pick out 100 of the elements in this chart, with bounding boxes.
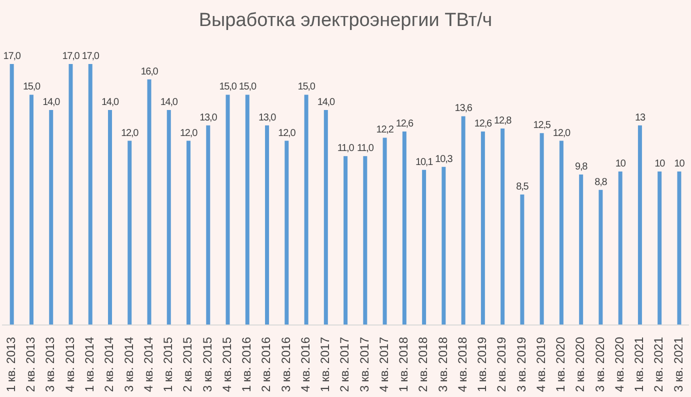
x-tick-label: 4 кв. 2019 — [534, 336, 548, 392]
x-tick-label: 1 кв. 2019 — [475, 336, 490, 392]
data-label: 15,0 — [298, 82, 316, 93]
data-label: 14,0 — [42, 97, 61, 108]
bar — [363, 156, 368, 325]
data-label: 12,0 — [121, 128, 140, 139]
bar — [598, 190, 603, 325]
data-label: 15,0 — [22, 82, 42, 93]
bar — [579, 174, 584, 325]
bar — [206, 125, 210, 325]
x-tick-label: 1 кв. 2016 — [240, 336, 254, 392]
x-tick-label: 3 кв. 2020 — [592, 336, 607, 392]
data-label: 14,0 — [160, 97, 178, 108]
data-label: 17,0 — [62, 51, 80, 62]
data-label: 13,6 — [454, 103, 473, 114]
x-tick-label: 4 кв. 2014 — [141, 336, 156, 392]
bar — [68, 64, 73, 325]
bar — [166, 110, 171, 325]
bar — [29, 94, 34, 325]
bar — [461, 116, 466, 325]
data-label: 12,6 — [396, 118, 414, 130]
data-label: 15,0 — [219, 82, 238, 93]
data-label: 10,3 — [435, 154, 454, 165]
bar — [128, 140, 132, 325]
data-label: 9,8 — [575, 162, 588, 173]
data-label: 14,0 — [317, 97, 336, 108]
x-tick-label: 3 кв. 2019 — [514, 336, 528, 392]
x-tick-label: 1 кв. 2014 — [82, 336, 96, 392]
bar — [559, 140, 564, 325]
x-tick-label: 1 кв. 2015 — [161, 336, 176, 392]
x-tick-label: 3 кв. 2021 — [671, 336, 686, 392]
bar — [304, 94, 308, 325]
bar — [500, 128, 505, 325]
bar — [658, 171, 662, 325]
x-tick-label: 2 кв. 2019 — [494, 336, 509, 392]
bar — [382, 138, 387, 325]
bar — [186, 140, 191, 325]
x-tick-label: 2 кв. 2018 — [416, 336, 430, 392]
bar — [638, 125, 642, 325]
bar — [442, 166, 446, 325]
x-tick-label: 3 кв. 2015 — [200, 336, 214, 392]
x-tick-label: 1 кв. 2021 — [632, 336, 646, 392]
data-label: 8,5 — [516, 182, 530, 192]
data-label: 12,0 — [180, 128, 198, 139]
data-label: 12,2 — [376, 124, 394, 136]
bar — [147, 79, 152, 325]
bar — [108, 110, 112, 325]
bar — [422, 170, 426, 325]
data-label: 13,0 — [258, 112, 277, 124]
bar — [226, 94, 230, 325]
data-label: 10 — [654, 158, 666, 170]
x-tick-label: 3 кв. 2017 — [357, 336, 372, 392]
bar — [618, 171, 622, 325]
data-label: 12,8 — [494, 115, 512, 126]
data-label: 10 — [674, 158, 686, 170]
x-tick-label: 3 кв. 2016 — [278, 336, 293, 392]
x-tick-label: 3 кв. 2018 — [436, 336, 450, 392]
x-tick-label: 3 кв. 2013 — [43, 336, 58, 392]
bar — [245, 94, 250, 325]
data-label: 8,8 — [594, 176, 608, 188]
x-tick-label: 1 кв. 2017 — [318, 336, 332, 392]
x-tick-label: 2 кв. 2013 — [24, 336, 38, 392]
bar — [677, 171, 682, 325]
data-label: 12,0 — [278, 128, 296, 139]
bar — [10, 64, 14, 325]
x-tick-label: 1 кв. 2020 — [554, 336, 568, 392]
x-tick-label: 2 кв. 2015 — [180, 336, 195, 392]
bar — [88, 64, 92, 325]
data-label: 11,0 — [357, 143, 374, 154]
x-tick-label: 2 кв. 2014 — [102, 336, 116, 392]
data-label: 11,0 — [337, 143, 355, 154]
x-tick-label: 2 кв. 2020 — [573, 336, 588, 392]
x-tick-label: 4 кв. 2015 — [220, 336, 234, 392]
bar — [480, 132, 485, 325]
bar — [49, 110, 54, 325]
bar — [265, 125, 270, 325]
data-label: 10 — [615, 158, 626, 170]
x-tick-label: 4 кв. 2018 — [455, 336, 470, 392]
data-label: 12,5 — [533, 120, 552, 132]
data-label: 13 — [634, 112, 646, 124]
x-tick-label: 4 кв. 2020 — [612, 336, 626, 392]
bar — [284, 140, 289, 325]
data-label: 15,0 — [238, 82, 257, 93]
data-label: 17,0 — [3, 51, 22, 62]
bar — [520, 194, 524, 325]
data-label: 17,0 — [82, 51, 100, 62]
data-label: 12,6 — [474, 118, 492, 130]
bar — [540, 133, 544, 325]
x-tick-label: 2 кв. 2017 — [338, 336, 352, 392]
x-tick-label: 4 кв. 2017 — [376, 336, 391, 392]
x-tick-label: 2 кв. 2021 — [652, 336, 666, 392]
x-tick-label: 4 кв. 2013 — [62, 336, 77, 392]
bar — [324, 110, 328, 325]
x-tick-label: 1 кв. 2013 — [4, 336, 18, 392]
data-label: 12,0 — [552, 128, 572, 139]
x-tick-label: 2 кв. 2016 — [259, 336, 274, 392]
x-tick-label: 1 кв. 2018 — [396, 336, 411, 392]
data-label: 16,0 — [140, 66, 159, 78]
chart-title: Выработка электроэнергии ТВт/ч — [198, 9, 494, 33]
x-tick-label: 4 кв. 2016 — [298, 336, 312, 392]
